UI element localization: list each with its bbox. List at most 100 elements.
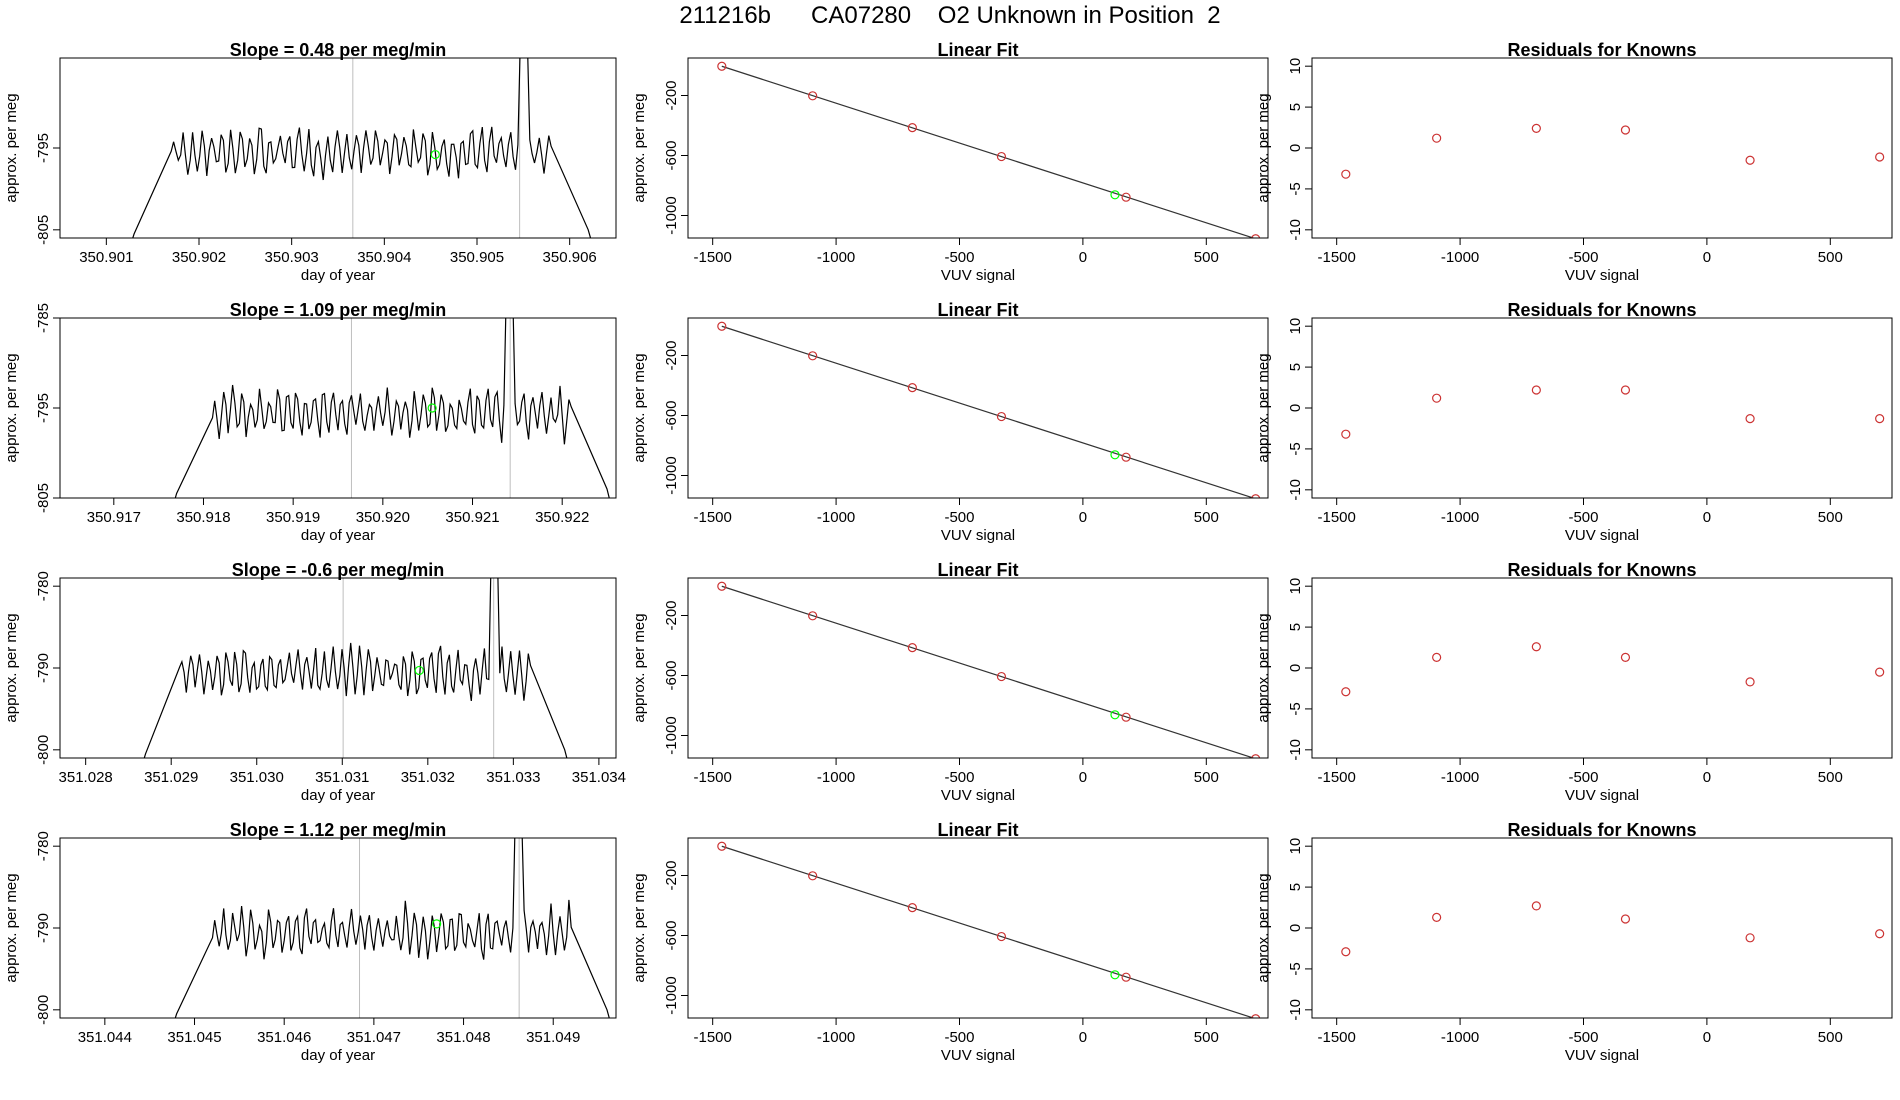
panel-4-2: Linear Fit -1500 -1000 -500 0 500 -200 -600 -100… <box>631 820 1269 1064</box>
plot-area <box>1341 385 1885 439</box>
plot-frame <box>1311 577 1893 759</box>
x-axis-label: VUV signal <box>941 787 1015 804</box>
x-tick-label: -500 <box>1568 249 1598 266</box>
panel-4-3: Residuals for Knowns -1500 -1000 -500 0 500 10… <box>1255 820 1893 1064</box>
known-point <box>1875 667 1885 677</box>
known-point <box>1745 933 1755 943</box>
x-axis-label: day of year <box>301 267 375 284</box>
x-tick-label: -1000 <box>817 769 855 786</box>
plot-frame <box>687 837 1269 1019</box>
known-point <box>1531 642 1541 652</box>
y-tick-label: -1000 <box>663 716 680 754</box>
known-point <box>1620 652 1631 662</box>
plot-area <box>132 58 592 238</box>
y-axis-label: approx. per meg <box>1255 93 1272 202</box>
known-point <box>907 383 917 393</box>
y-axis-label: approx. per meg <box>1255 873 1272 982</box>
x-axis-label: day of year <box>301 1047 375 1064</box>
x-tick-label: 0 <box>1703 509 1711 526</box>
x-tick-label: -1500 <box>1317 249 1355 266</box>
x-tick-label: 350.922 <box>535 509 589 526</box>
panel-title: Residuals for Knowns <box>1507 40 1696 60</box>
y-tick-label: -200 <box>663 80 680 110</box>
known-point <box>808 871 818 881</box>
fit-line <box>721 65 1256 238</box>
plot-area <box>174 838 610 1018</box>
known-point <box>1620 914 1631 924</box>
x-tick-label: -500 <box>944 509 974 526</box>
known-point <box>1531 901 1541 911</box>
known-point <box>808 91 818 101</box>
plot-frame <box>59 57 617 239</box>
x-tick-label: 350.905 <box>450 249 504 266</box>
y-axis-label: approx. per meg <box>3 353 20 462</box>
y-axis-label: approx. per meg <box>3 93 20 202</box>
x-tick-label: 0 <box>1703 1029 1711 1046</box>
y-tick-label: 5 <box>1287 623 1304 631</box>
known-point <box>1341 947 1351 957</box>
x-tick-label: 0 <box>1079 769 1087 786</box>
x-tick-label: -500 <box>944 1029 974 1046</box>
plot-area <box>143 578 568 758</box>
x-tick-label: -500 <box>1568 509 1598 526</box>
x-tick-label: 350.904 <box>357 249 411 266</box>
y-tick-label: -805 <box>35 215 52 245</box>
panel-4-1: Slope = 1.12 per meg/min 351.044 351.045 35… <box>3 820 617 1064</box>
y-tick-label: -200 <box>663 600 680 630</box>
known-point <box>1341 169 1351 179</box>
x-tick-label: 500 <box>1818 509 1843 526</box>
x-tick-label: -1000 <box>1441 249 1479 266</box>
y-axis-label: approx. per meg <box>631 93 648 202</box>
x-tick-label: 500 <box>1818 1029 1843 1046</box>
y-tick-label: -5 <box>1287 702 1304 715</box>
x-tick-label: -1000 <box>1441 769 1479 786</box>
data-trace <box>174 838 610 1018</box>
x-tick-label: -1000 <box>817 509 855 526</box>
known-point <box>907 902 917 913</box>
x-tick-label: 351.029 <box>144 769 198 786</box>
known-point <box>1251 234 1261 238</box>
panel-title: Linear Fit <box>937 820 1018 840</box>
known-point <box>1875 152 1885 162</box>
plot-area <box>717 61 1261 238</box>
x-tick-label: 500 <box>1818 769 1843 786</box>
x-tick-label: -1500 <box>693 509 731 526</box>
y-tick-label: -1000 <box>663 976 680 1014</box>
x-tick-label: 351.033 <box>486 769 540 786</box>
known-point <box>717 321 727 331</box>
plot-area <box>1341 123 1885 179</box>
known-point <box>1745 414 1755 424</box>
plot-frame <box>59 317 617 499</box>
known-point <box>1432 133 1442 143</box>
x-tick-label: 351.049 <box>526 1029 580 1046</box>
plot-frame <box>687 57 1269 239</box>
known-point <box>996 671 1007 682</box>
x-axis-label: VUV signal <box>941 1047 1015 1064</box>
x-tick-label: 350.919 <box>266 509 320 526</box>
known-point <box>1341 429 1351 439</box>
panel-title: Linear Fit <box>937 300 1018 320</box>
panel-3-3: Residuals for Knowns -1500 -1000 -500 0 500 10… <box>1255 560 1893 804</box>
known-point <box>907 642 917 653</box>
unknown-marker <box>432 919 442 929</box>
x-tick-label: 351.047 <box>347 1029 401 1046</box>
known-point <box>1251 494 1261 498</box>
x-tick-label: -1500 <box>693 1029 731 1046</box>
y-tick-label: -800 <box>35 995 52 1025</box>
y-tick-label: -795 <box>35 393 52 423</box>
x-tick-label: 351.046 <box>257 1029 311 1046</box>
panel-title: Residuals for Knowns <box>1507 560 1696 580</box>
fit-line <box>721 845 1256 1018</box>
y-tick-label: -600 <box>663 920 680 950</box>
y-tick-label: -600 <box>663 400 680 430</box>
known-point <box>907 122 917 133</box>
x-tick-label: 0 <box>1703 769 1711 786</box>
x-tick-label: 500 <box>1194 1029 1219 1046</box>
y-tick-label: 10 <box>1287 58 1304 75</box>
y-tick-label: -600 <box>663 140 680 170</box>
unknown-marker <box>430 149 440 160</box>
y-axis-label: approx. per meg <box>631 353 648 462</box>
x-tick-label: 351.034 <box>572 769 626 786</box>
x-tick-label: 351.044 <box>78 1029 132 1046</box>
